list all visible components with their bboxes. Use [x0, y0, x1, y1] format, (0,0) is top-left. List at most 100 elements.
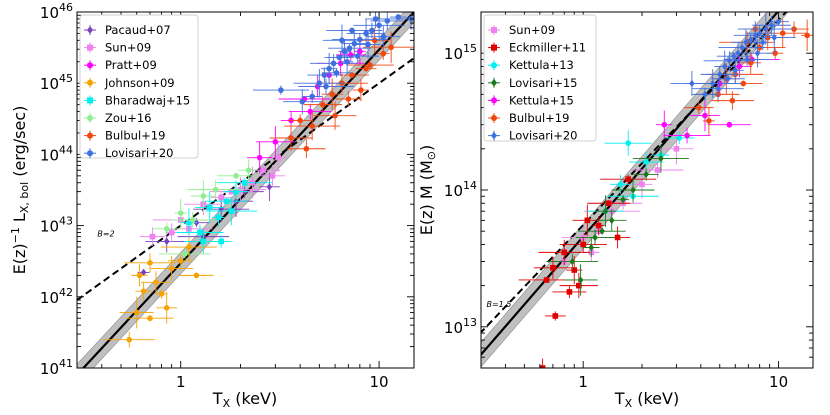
legend-entry: Eckmiller+11: [488, 41, 586, 55]
legend-entry: Lovisari+20: [84, 146, 173, 160]
lt-annotation: B=2: [97, 230, 114, 239]
data-point: [716, 70, 723, 79]
legend-entry: Bulbul+19: [488, 111, 569, 125]
data-point: [297, 117, 303, 124]
data-point: [580, 241, 586, 248]
legend-marker: [87, 44, 93, 51]
data-point: [147, 260, 153, 266]
legend-marker: [87, 150, 93, 157]
data-point: [316, 80, 323, 86]
data-point: [153, 279, 159, 286]
data-point: [163, 305, 170, 311]
mt-series-lovisari-20: [670, 13, 796, 101]
data-point: [354, 53, 361, 59]
lt-x-axis-label: TX (keV): [212, 389, 277, 410]
legend-label: Johnson+09: [104, 76, 175, 90]
y-tick-label: 1044: [40, 143, 73, 164]
data-point: [744, 55, 750, 64]
lt-series-bulbul-19: [269, 27, 414, 159]
data-point: [643, 170, 649, 179]
legend-entry: Lovisari+20: [488, 129, 577, 143]
data-point: [307, 108, 314, 115]
data-point: [695, 104, 702, 111]
data-point: [602, 207, 609, 215]
data-point: [332, 112, 338, 119]
data-point: [584, 217, 591, 224]
data-point: [200, 238, 207, 245]
data-point: [330, 60, 337, 67]
data-point: [357, 48, 363, 55]
y-tick-label: 1042: [40, 286, 73, 307]
data-point: [336, 54, 343, 61]
data-point: [756, 29, 763, 37]
data-point: [569, 257, 576, 266]
data-point: [321, 72, 328, 78]
data-point: [140, 268, 147, 277]
legend-entry: Kettula+13: [488, 58, 574, 72]
data-point: [552, 313, 559, 319]
data-point: [676, 135, 682, 141]
legend-label: Eckmiller+11: [509, 41, 586, 55]
data-point: [543, 277, 550, 283]
lt-series-zou-16: [151, 159, 260, 259]
data-point: [577, 276, 584, 284]
data-point: [643, 159, 649, 165]
data-point: [715, 85, 721, 93]
data-point: [654, 167, 661, 173]
data-point: [147, 315, 153, 322]
data-point: [779, 30, 786, 36]
data-point: [260, 167, 266, 173]
legend-marker: [491, 97, 497, 104]
data-point: [347, 52, 354, 58]
data-point: [228, 208, 235, 214]
data-point: [388, 44, 394, 51]
data-point: [754, 49, 761, 57]
mt-series-lovisari-15: [546, 144, 689, 296]
data-point: [309, 93, 315, 100]
data-point: [771, 33, 778, 42]
legend-marker: [491, 44, 497, 51]
data-point: [177, 210, 184, 216]
mt-x-axis-label: TX (keV): [614, 389, 679, 410]
lt-series-bharadwaj-15: [176, 178, 273, 254]
data-point: [762, 25, 769, 33]
legend-label: Lovisari+20: [509, 129, 577, 143]
data-point: [768, 21, 775, 29]
data-point: [272, 139, 279, 145]
data-point: [709, 79, 716, 88]
data-point: [186, 219, 192, 226]
data-point: [372, 16, 379, 22]
legend-entry: Sun+09: [488, 23, 555, 37]
data-point: [349, 27, 355, 34]
mt-legend-box: [483, 14, 597, 142]
data-point: [550, 264, 556, 271]
data-point: [241, 179, 248, 186]
data-point: [625, 140, 632, 146]
data-point: [299, 98, 306, 105]
data-point: [539, 365, 546, 368]
data-point: [358, 87, 364, 93]
lt-panel: 1 10 1041 1042 1043 1044 1045 1046 B=2 Pacaud+0…: [9, 1, 415, 410]
legend-label: Bharadwaj+15: [105, 93, 190, 107]
legend-label: Sun+09: [105, 41, 151, 55]
legend-marker: [87, 97, 93, 104]
legend-marker: [87, 26, 93, 34]
data-point: [288, 135, 294, 141]
data-point: [197, 229, 203, 236]
data-point: [608, 216, 615, 224]
legend-marker: [87, 115, 93, 121]
legend-label: Lovisari+15: [509, 76, 577, 90]
data-point: [658, 154, 664, 163]
data-point: [319, 101, 326, 108]
data-point: [367, 62, 373, 68]
data-point: [133, 309, 140, 316]
data-point: [804, 32, 810, 39]
data-point: [726, 121, 733, 128]
lt-legend: Pacaud+07 Sun+09 Pratt+09 Johnson+09 Bharadw…: [79, 14, 199, 160]
y-tick-label: 1015: [444, 42, 477, 63]
legend-entry: Johnson+09: [84, 76, 175, 90]
y-tick-label: 1041: [40, 357, 73, 378]
data-point: [380, 33, 387, 40]
mt-y-axis-label: E(z) M (M⊙): [417, 145, 438, 235]
